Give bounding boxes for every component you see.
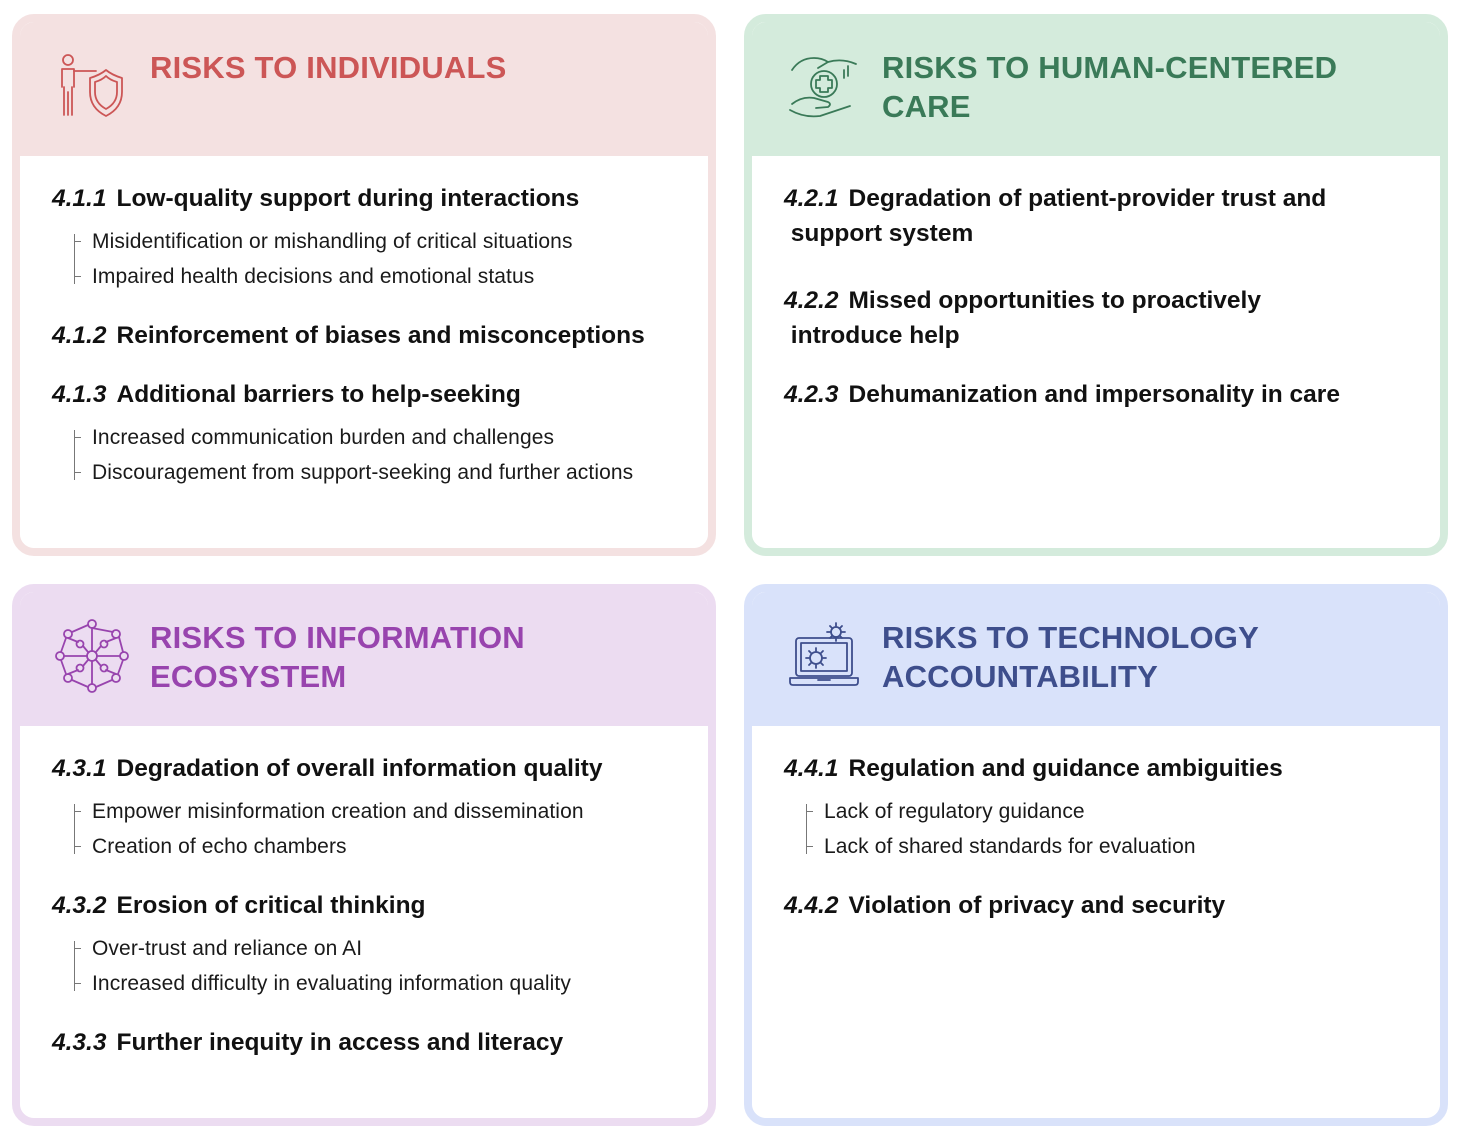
- risk-item-title: Further inequity in access and literacy: [116, 1029, 564, 1056]
- panel-body: 4.4.1 Regulation and guidance ambiguities…: [752, 726, 1440, 1118]
- sub-risk-item: Increased difficulty in evaluating infor…: [74, 966, 698, 1001]
- risk-item-heading: 4.3.3 Further inequity in access and lite…: [52, 1025, 698, 1060]
- risk-item: 4.3.2 Erosion of critical thinking Over-t…: [52, 888, 698, 1001]
- risk-item-title: Missed opportunities to proactively intr…: [790, 287, 1261, 349]
- panel-title: RISKS TO TECHNOLOGY ACCOUNTABILITY: [882, 620, 1259, 694]
- panel-header: RISKS TO INFORMATION ECOSYSTEM: [20, 592, 708, 726]
- risk-item-heading: 4.1.3 Additional barriers to help-seeking: [52, 377, 698, 412]
- sub-risk-list: Misidentification or mishandling of crit…: [74, 224, 698, 294]
- risk-item-number: 4.2.3: [784, 381, 839, 408]
- risk-item-number: 4.4.1: [784, 755, 839, 782]
- sub-risk-list: Over-trust and reliance on AI Increased …: [74, 931, 698, 1001]
- risk-item-number: 4.3.3: [52, 1029, 107, 1056]
- risk-item: 4.2.3 Dehumanization and impersonality in…: [784, 377, 1430, 412]
- risk-item-number: 4.1.1: [52, 185, 107, 212]
- panel-risks-to-individuals: RISKS TO INDIVIDUALS 4.1.1 Low-quality su…: [12, 14, 716, 556]
- risk-item-title: Regulation and guidance ambiguities: [848, 755, 1283, 782]
- panel-header: RISKS TO TECHNOLOGY ACCOUNTABILITY: [752, 592, 1440, 726]
- risk-item: 4.1.2 Reinforcement of biases and misconc…: [52, 318, 698, 353]
- laptop-gears-icon: [786, 618, 862, 694]
- risk-item-heading: 4.2.1 Degradation of patient-provider tru…: [784, 181, 1430, 251]
- risk-item-heading: 4.3.2 Erosion of critical thinking: [52, 888, 698, 923]
- risk-item-heading: 4.1.1 Low-quality support during interact…: [52, 181, 698, 216]
- sub-risk-item: Empower misinformation creation and diss…: [74, 794, 698, 829]
- risk-item: 4.4.1 Regulation and guidance ambiguities…: [784, 751, 1430, 864]
- risk-item-title: Additional barriers to help-seeking: [116, 381, 521, 408]
- risk-item-number: 4.2.2: [784, 287, 839, 314]
- panel-header: RISKS TO INDIVIDUALS: [20, 22, 708, 156]
- sub-risk-item: Impaired health decisions and emotional …: [74, 259, 698, 294]
- panel-risks-to-technology-accountability: RISKS TO TECHNOLOGY ACCOUNTABILITY 4.4.1…: [744, 584, 1448, 1126]
- risk-item: 4.2.2 Missed opportunities to proactively…: [784, 283, 1430, 353]
- sub-risk-item: Misidentification or mishandling of crit…: [74, 224, 698, 259]
- panel-risks-to-human-centered-care: RISKS TO HUMAN-CENTERED CARE 4.2.1 Degrad…: [744, 14, 1448, 556]
- sub-risk-item: Discouragement from support-seeking and …: [74, 455, 698, 490]
- risk-item: 4.1.1 Low-quality support during interact…: [52, 181, 698, 294]
- sub-risk-list: Increased communication burden and chall…: [74, 420, 698, 490]
- panel-title: RISKS TO HUMAN-CENTERED CARE: [882, 50, 1338, 124]
- panel-body: 4.3.1 Degradation of overall information …: [20, 726, 708, 1118]
- risk-item-number: 4.3.2: [52, 892, 107, 919]
- risk-item: 4.3.1 Degradation of overall information …: [52, 751, 698, 864]
- risk-item-number: 4.4.2: [784, 892, 839, 919]
- sub-risk-item: Lack of regulatory guidance: [806, 794, 1430, 829]
- risk-item-heading: 4.3.1 Degradation of overall information …: [52, 751, 698, 786]
- risk-item-heading: 4.1.2 Reinforcement of biases and misconc…: [52, 318, 698, 353]
- person-shield-icon: [54, 48, 130, 124]
- panel-header: RISKS TO HUMAN-CENTERED CARE: [752, 22, 1440, 156]
- risk-item-number: 4.1.3: [52, 381, 107, 408]
- risk-item-heading: 4.4.2 Violation of privacy and security: [784, 888, 1430, 923]
- risk-item-title: Erosion of critical thinking: [116, 892, 426, 919]
- risk-item-heading: 4.2.3 Dehumanization and impersonality in…: [784, 377, 1430, 412]
- caring-hands-medical-icon: [786, 48, 862, 124]
- risk-item: 4.4.2 Violation of privacy and security: [784, 888, 1430, 923]
- risk-item-title: Reinforcement of biases and misconceptio…: [116, 322, 645, 349]
- risk-item-title: Low-quality support during interactions: [116, 185, 580, 212]
- risk-item-title: Degradation of overall information quali…: [116, 755, 603, 782]
- risk-item-number: 4.3.1: [52, 755, 107, 782]
- panel-title: RISKS TO INFORMATION ECOSYSTEM: [150, 620, 525, 694]
- sub-risk-item: Over-trust and reliance on AI: [74, 931, 698, 966]
- panel-risks-to-information-ecosystem: RISKS TO INFORMATION ECOSYSTEM 4.3.1 Degr…: [12, 584, 716, 1126]
- panel-body: 4.1.1 Low-quality support during interact…: [20, 156, 708, 548]
- risk-item: 4.3.3 Further inequity in access and lite…: [52, 1025, 698, 1060]
- sub-risk-item: Increased communication burden and chall…: [74, 420, 698, 455]
- panel-title: RISKS TO INDIVIDUALS: [150, 50, 507, 85]
- sub-risk-item: Lack of shared standards for evaluation: [806, 829, 1430, 864]
- risk-item-title: Dehumanization and impersonality in care: [848, 381, 1340, 408]
- risk-item-title: Degradation of patient-provider trust an…: [790, 185, 1327, 247]
- risk-item: 4.1.3 Additional barriers to help-seeking…: [52, 377, 698, 490]
- risk-item-heading: 4.4.1 Regulation and guidance ambiguities: [784, 751, 1430, 786]
- sub-risk-list: Empower misinformation creation and diss…: [74, 794, 698, 864]
- risk-item-title: Violation of privacy and security: [848, 892, 1226, 919]
- sub-risk-list: Lack of regulatory guidance Lack of shar…: [806, 794, 1430, 864]
- risk-item-heading: 4.2.2 Missed opportunities to proactively…: [784, 283, 1430, 353]
- risk-item-number: 4.2.1: [784, 185, 839, 212]
- sub-risk-item: Creation of echo chambers: [74, 829, 698, 864]
- risk-item: 4.2.1 Degradation of patient-provider tru…: [784, 181, 1430, 251]
- panel-body: 4.2.1 Degradation of patient-provider tru…: [752, 156, 1440, 548]
- network-globe-icon: [54, 618, 130, 694]
- risk-item-number: 4.1.2: [52, 322, 107, 349]
